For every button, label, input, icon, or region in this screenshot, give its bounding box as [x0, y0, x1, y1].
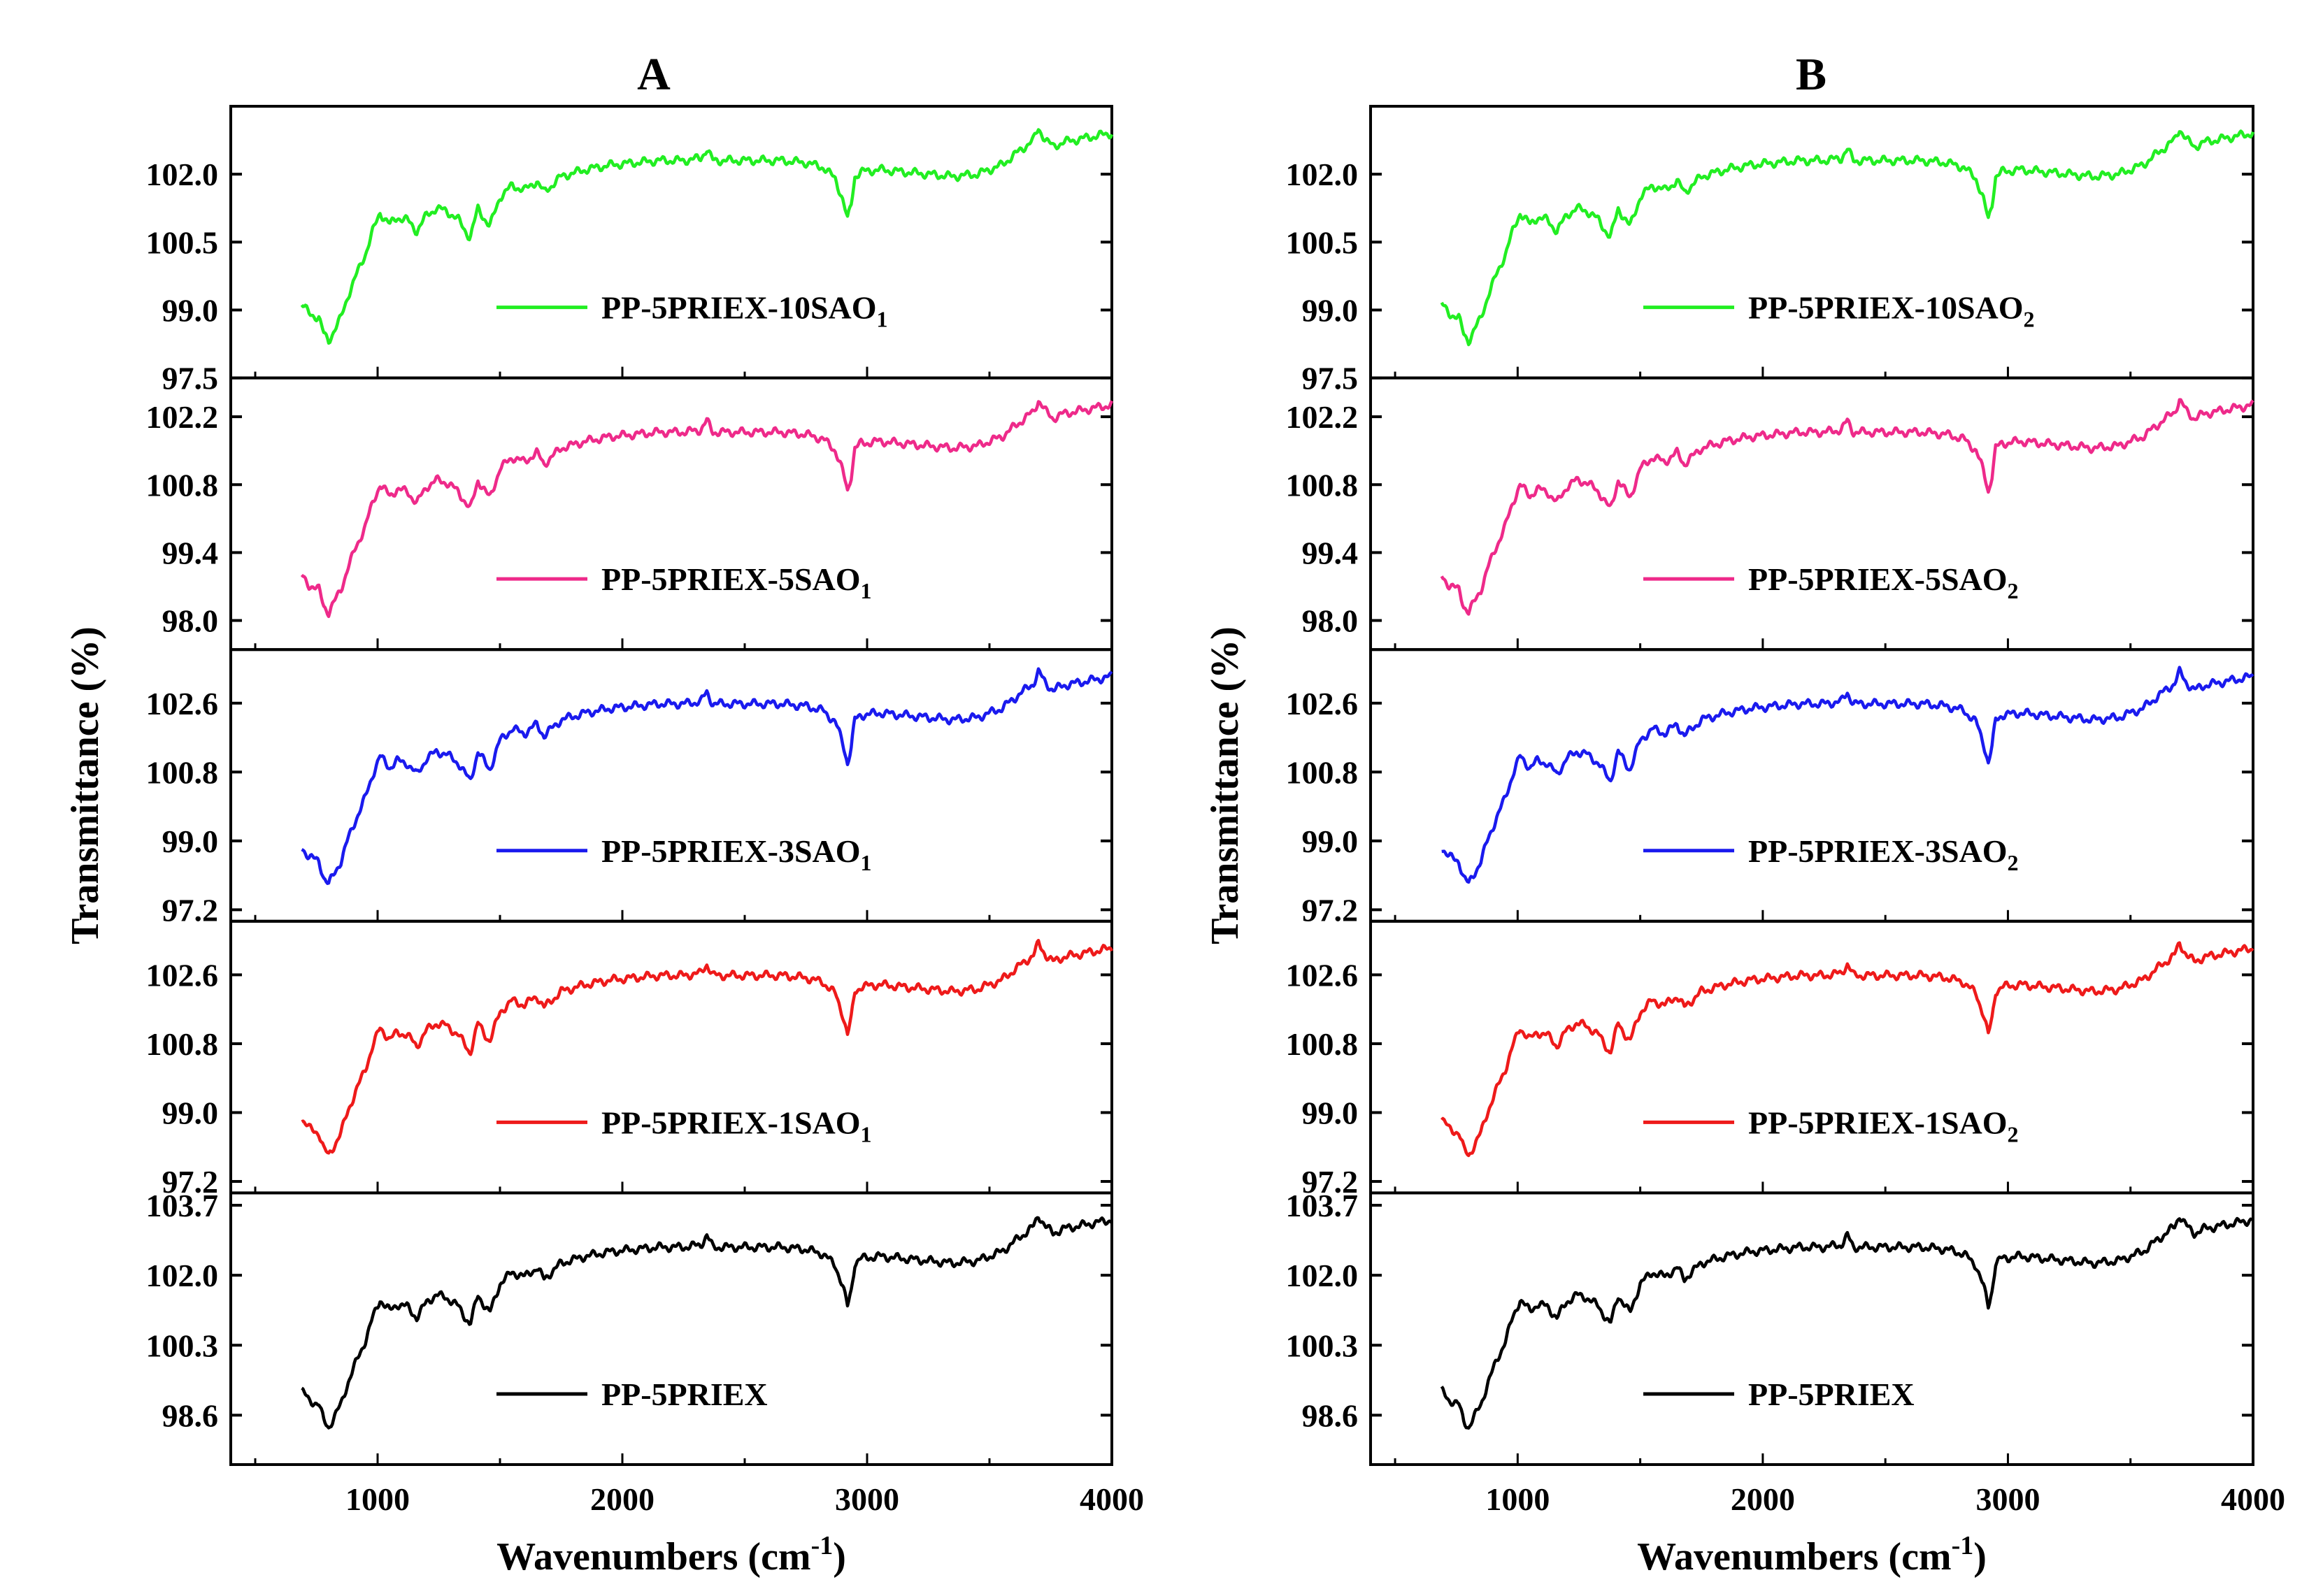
legend-label: PP-5PRIEX-5SAO2 — [1748, 561, 2019, 603]
legend-label: PP-5PRIEX-3SAO1 — [601, 833, 872, 875]
y-tick-label: 102.6 — [146, 686, 219, 721]
y-tick-label: 103.7 — [1286, 1188, 1359, 1223]
subplot-4: 98.6 100.3 102.0 103.7 PP-5PRIEX — [146, 1188, 1113, 1467]
panel-title: B — [1796, 49, 1827, 100]
x-tick-label: 3000 — [1975, 1481, 2040, 1517]
y-tick-label: 102.6 — [1286, 686, 1359, 721]
y-tick-label: 102.0 — [146, 157, 219, 192]
y-tick-label: 100.8 — [1286, 1026, 1359, 1062]
subplot-4: 98.6 100.3 102.0 103.7 PP-5PRIEX — [1286, 1188, 2254, 1467]
subplot-frame — [229, 1191, 1113, 1467]
y-tick-label: 97.5 — [1302, 361, 1359, 396]
y-tick-label: 100.5 — [146, 224, 219, 260]
series-line — [1440, 1216, 2254, 1430]
y-axis-title: Transmittance (%) — [1203, 626, 1247, 944]
y-tick-label: 97.2 — [162, 892, 219, 928]
x-tick-label: 4000 — [2221, 1481, 2285, 1517]
y-tick-label: 102.2 — [1286, 399, 1359, 435]
legend-label: PP-5PRIEX-1SAO2 — [1748, 1105, 2019, 1146]
legend-subscript: 1 — [877, 307, 888, 332]
y-tick-label: 102.0 — [1286, 157, 1359, 192]
panel-b: B97.599.0100.5102.0PP-5PRIEX-10SAO298.09… — [1203, 49, 2285, 1579]
y-tick-label: 102.2 — [146, 399, 219, 435]
y-tick-label: 99.0 — [1302, 824, 1359, 859]
y-tick-label: 102.6 — [1286, 957, 1359, 993]
y-tick-label: 99.0 — [1302, 1095, 1359, 1130]
series-line — [301, 1216, 1113, 1430]
legend-label: PP-5PRIEX-3SAO2 — [1748, 833, 2019, 875]
subplot-1: 98.0 99.4 100.8 102.2 PP-5PRIEX-5SAO2 — [1286, 376, 2254, 652]
series-line — [1440, 398, 2254, 616]
series-line — [1441, 666, 2254, 884]
legend-label: PP-5PRIEX-10SAO1 — [601, 290, 888, 332]
subplot-0: 97.5 99.0 100.5 102.0 PP-5PRIEX-10SAO2 — [1286, 105, 2255, 396]
subplot-2: 97.2 99.0 100.8 102.6 PP-5PRIEX-3SAO2 — [1286, 648, 2254, 928]
y-tick-label: 99.4 — [1302, 535, 1359, 570]
legend-subscript: 2 — [2024, 307, 2035, 332]
series-line — [300, 128, 1114, 345]
y-tick-label: 97.5 — [162, 361, 219, 396]
legend-label: PP-5PRIEX — [1748, 1376, 1915, 1412]
y-tick-label: 97.2 — [162, 1164, 219, 1200]
legend-subscript: 1 — [861, 578, 872, 603]
y-tick-label: 102.0 — [146, 1258, 219, 1293]
y-tick-label: 99.4 — [162, 535, 219, 570]
y-tick-label: 103.7 — [146, 1188, 219, 1223]
y-tick-label: 99.0 — [162, 824, 219, 859]
x-tick-label: 1000 — [1485, 1481, 1550, 1517]
y-tick-label: 99.0 — [162, 292, 219, 328]
y-tick-label: 98.6 — [162, 1397, 219, 1433]
y-tick-label: 100.8 — [1286, 467, 1359, 503]
legend-subscript: 2 — [2008, 578, 2019, 603]
legend-label: PP-5PRIEX-1SAO1 — [601, 1105, 872, 1146]
series-line — [300, 400, 1114, 619]
series-line — [301, 938, 1114, 1155]
y-tick-label: 98.6 — [1302, 1397, 1359, 1433]
x-axis-title: Wavenumbers (cm-1) — [496, 1531, 846, 1579]
legend-subscript: 2 — [2008, 850, 2019, 875]
y-tick-label: 99.0 — [162, 1095, 219, 1130]
subplot-0: 97.5 99.0 100.5 102.0 PP-5PRIEX-10SAO1 — [146, 105, 1114, 396]
series-line — [1440, 129, 2255, 347]
y-tick-label: 100.5 — [1286, 224, 1359, 260]
series-line — [1441, 941, 2254, 1158]
panel-a: A97.599.0100.5102.0PP-5PRIEX-10SAO198.09… — [64, 49, 1144, 1579]
legend-label: PP-5PRIEX — [601, 1376, 768, 1412]
y-tick-label: 100.8 — [146, 1026, 219, 1062]
y-tick-label: 97.2 — [1302, 892, 1359, 928]
series-line — [301, 667, 1113, 885]
y-tick-label: 100.3 — [146, 1328, 219, 1363]
x-tick-label: 3000 — [835, 1481, 899, 1517]
y-tick-label: 100.3 — [1286, 1328, 1359, 1363]
y-tick-label: 98.0 — [162, 603, 219, 639]
y-tick-label: 102.6 — [146, 957, 219, 993]
subplot-3: 97.2 99.0 100.8 102.6 PP-5PRIEX-1SAO2 — [1286, 919, 2254, 1200]
y-tick-label: 99.0 — [1302, 292, 1359, 328]
y-tick-label: 102.0 — [1286, 1258, 1359, 1293]
subplot-3: 97.2 99.0 100.8 102.6 PP-5PRIEX-1SAO1 — [146, 919, 1114, 1200]
y-tick-label: 97.2 — [1302, 1164, 1359, 1200]
y-tick-label: 100.8 — [146, 754, 219, 790]
y-tick-label: 100.8 — [1286, 754, 1359, 790]
legend-label: PP-5PRIEX-5SAO1 — [601, 561, 872, 603]
legend-subscript: 1 — [861, 1121, 872, 1146]
y-tick-label: 98.0 — [1302, 603, 1359, 639]
y-axis-title: Transmittance (%) — [64, 626, 107, 944]
legend-label: PP-5PRIEX-10SAO2 — [1748, 290, 2035, 332]
x-axis-title: Wavenumbers (cm-1) — [1637, 1531, 1987, 1579]
subplot-1: 98.0 99.4 100.8 102.2 PP-5PRIEX-5SAO1 — [146, 376, 1114, 652]
x-tick-label: 1000 — [345, 1481, 410, 1517]
subplot-frame — [1369, 1191, 2254, 1467]
subplot-2: 97.2 99.0 100.8 102.6 PP-5PRIEX-3SAO1 — [146, 648, 1113, 928]
legend-subscript: 1 — [861, 850, 872, 875]
y-tick-label: 100.8 — [146, 467, 219, 503]
panel-title: A — [637, 49, 671, 100]
x-tick-label: 2000 — [590, 1481, 655, 1517]
x-tick-label: 4000 — [1080, 1481, 1144, 1517]
x-tick-label: 2000 — [1731, 1481, 1795, 1517]
legend-subscript: 2 — [2008, 1121, 2019, 1146]
